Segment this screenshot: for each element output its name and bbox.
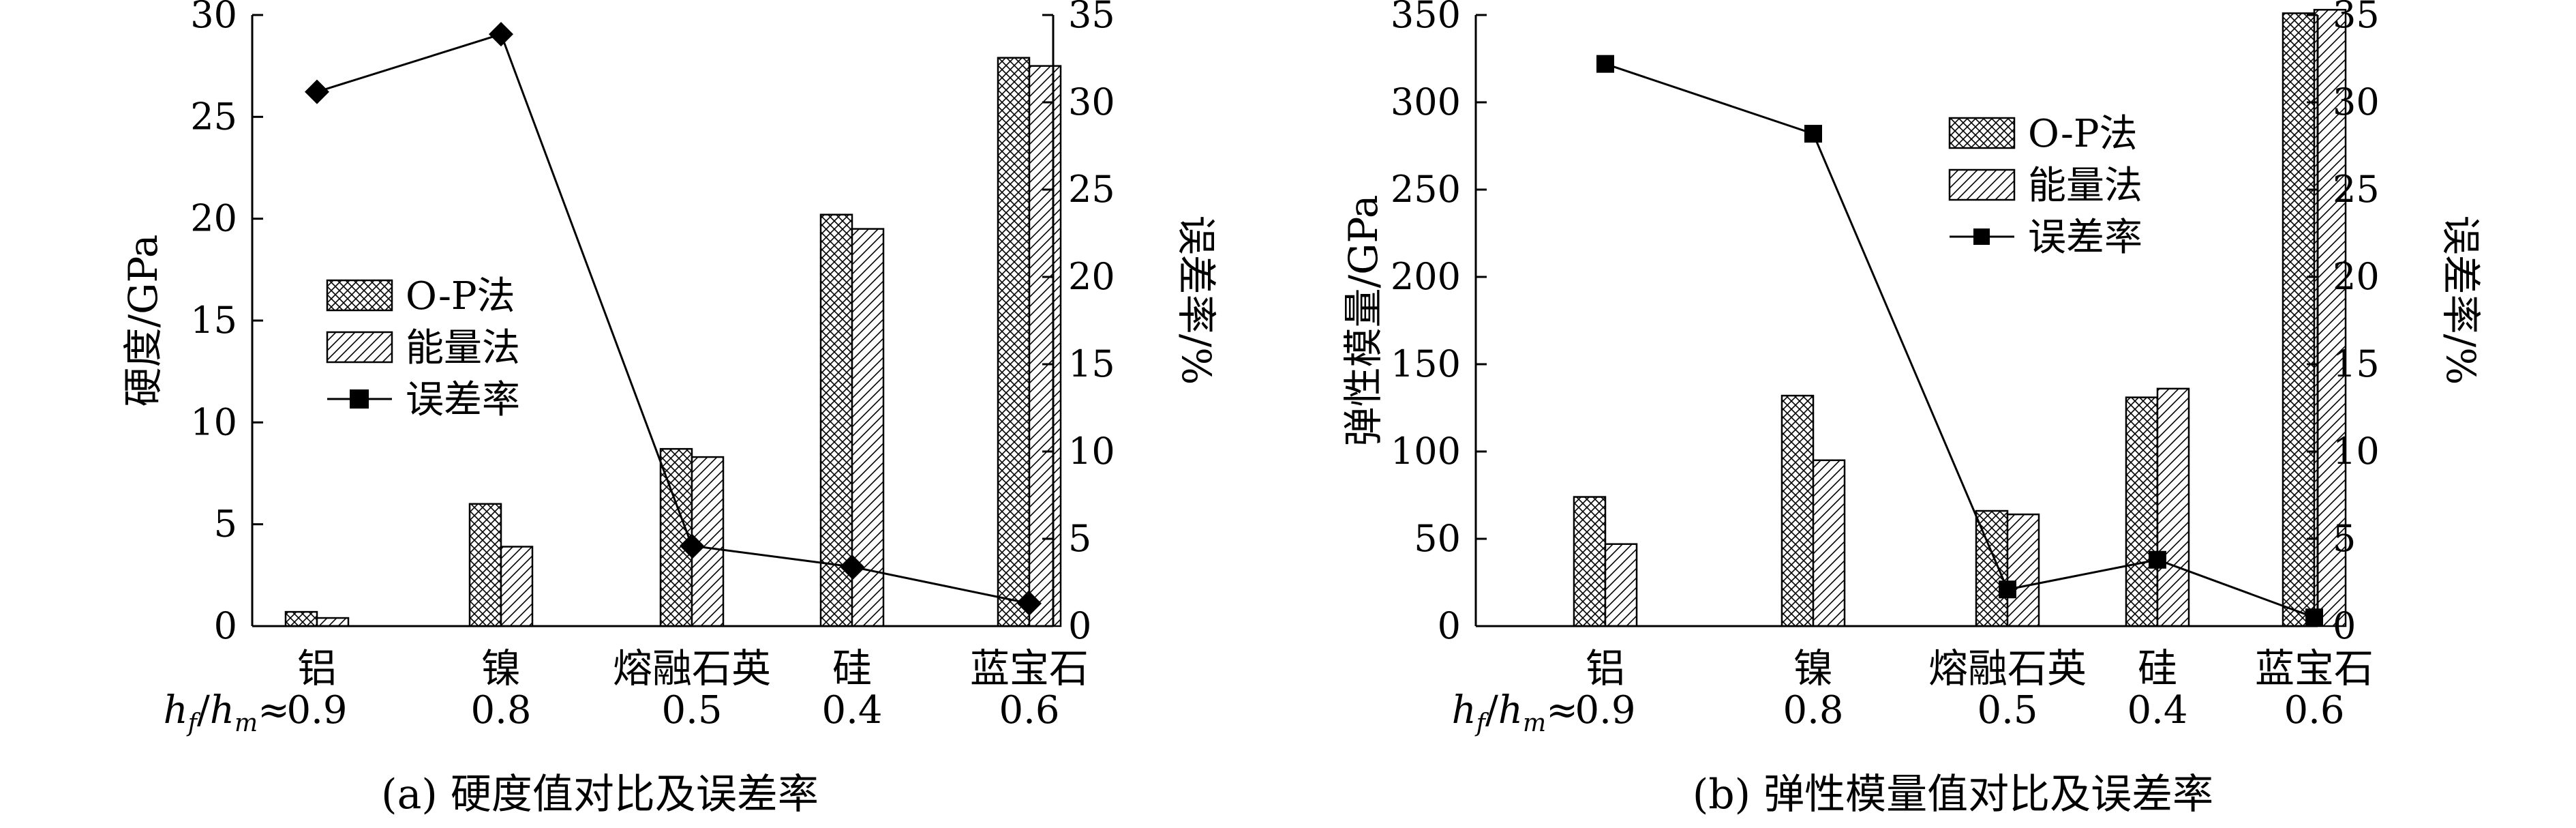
y-tick-label: 25 (190, 95, 237, 138)
y-axis-label: 弹性模量/GPa (1340, 195, 1387, 447)
y-tick-label: 300 (1391, 80, 1461, 123)
y2-tick-label: 15 (2333, 342, 2380, 385)
category-label: 镍 (481, 645, 521, 692)
bar-energy-1 (1813, 460, 1845, 626)
y2-tick-label: 20 (1068, 255, 1115, 298)
legend-marker (1973, 228, 1990, 245)
y2-tick-label: 35 (1068, 0, 1115, 36)
legend-label-2: 误差率 (2028, 216, 2142, 260)
y2-tick-label: 30 (1068, 80, 1115, 123)
ratio-value: 0.8 (470, 688, 531, 733)
y2-tick-label: 0 (2333, 604, 2356, 647)
y2-tick-label: 5 (1068, 517, 1091, 560)
y2-axis-label: 误差率/% (2438, 216, 2484, 385)
ratio-value: 0.5 (1977, 688, 2037, 733)
ratio-value: 0.4 (821, 688, 882, 733)
modulus-chart: 0 50 100 150 200 250 300 350 0 5 10 15 20 25 30 35 弹性模量/… (1340, 0, 2484, 737)
y-tick-label: 250 (1391, 168, 1461, 211)
category-label: 蓝宝石 (970, 645, 1089, 692)
y-tick-label: 30 (190, 0, 237, 36)
legend-label-1: 能量法 (406, 326, 520, 370)
y-axis-label: 硬度/GPa (120, 235, 166, 407)
category-label: 铝 (1586, 645, 1625, 692)
y-tick-label: 50 (1414, 517, 1461, 560)
y2-tick-label: 10 (1068, 430, 1115, 473)
error-rate-point-3 (2149, 551, 2166, 569)
legend-swatch-1 (1950, 170, 2014, 200)
y2-tick-label: 30 (2333, 80, 2380, 123)
category-label: 铝 (297, 645, 337, 692)
bar-op-0 (1574, 497, 1605, 626)
y2-tick-label: 0 (1068, 604, 1091, 647)
bar-op-1 (1782, 396, 1813, 626)
ratio-value: 0.4 (2127, 688, 2187, 733)
y2-tick-label: 5 (2333, 517, 2356, 560)
bar-op-3 (2126, 398, 2157, 626)
error-rate-point-0 (305, 80, 329, 104)
caption-modulus: (b) 弹性模量值对比及误差率 (1693, 771, 2213, 818)
caption-hardness: (a) 硬度值对比及误差率 (381, 771, 819, 818)
legend-marker (350, 389, 369, 409)
bar-energy-1 (501, 547, 532, 626)
legend-swatch-0 (327, 280, 392, 310)
category-label: 硅 (832, 645, 872, 692)
category-label: 硅 (2138, 645, 2177, 692)
ratio-value: 0.6 (999, 688, 1059, 733)
bar-energy-4 (1029, 66, 1061, 626)
y-tick-label: 350 (1391, 0, 1461, 36)
y-tick-label: 5 (214, 503, 237, 546)
ratio-value: 0.8 (1783, 688, 1843, 733)
category-label: 熔融石英 (1928, 645, 2087, 692)
legend-label-0: O-P法 (406, 274, 515, 319)
bar-energy-2 (2007, 514, 2039, 626)
y2-tick-label: 25 (2333, 168, 2380, 211)
legend-label-1: 能量法 (2028, 164, 2142, 208)
ratio-value: 0.9 (286, 688, 347, 733)
y-tick-label: 0 (214, 604, 237, 647)
category-label: 蓝宝石 (2255, 645, 2374, 692)
y-tick-label: 0 (1438, 604, 1461, 647)
y2-tick-label: 10 (2333, 430, 2380, 473)
ratio-value: 0.6 (2284, 688, 2344, 733)
ratio-label: hf/hm≈ (1452, 688, 1578, 737)
legend-label-0: O-P法 (2028, 112, 2138, 156)
bar-energy-0 (317, 618, 348, 626)
error-rate-point-4 (2305, 608, 2323, 626)
y2-tick-label: 20 (2333, 255, 2380, 298)
error-rate-point-0 (1596, 55, 1614, 73)
legend-label-2: 误差率 (406, 378, 520, 422)
y-tick-label: 15 (190, 299, 237, 342)
ratio-value: 0.9 (1575, 688, 1635, 733)
ratio-value: 0.5 (661, 688, 722, 733)
legend-swatch-1 (327, 332, 392, 362)
error-rate-point-1 (489, 22, 513, 46)
y-tick-label: 20 (190, 197, 237, 240)
category-label: 镍 (1793, 645, 1833, 692)
error-rate-point-2 (1999, 580, 2016, 598)
bar-op-1 (470, 504, 501, 626)
error-rate-point-1 (1804, 125, 1822, 143)
y2-tick-label: 35 (2333, 0, 2380, 36)
y-tick-label: 100 (1391, 430, 1461, 473)
bar-energy-3 (2157, 389, 2189, 626)
bar-op-4 (998, 58, 1029, 626)
y-tick-label: 200 (1391, 255, 1461, 298)
category-label: 熔融石英 (613, 645, 771, 692)
y-tick-label: 150 (1391, 342, 1461, 385)
legend-swatch-0 (1950, 118, 2014, 148)
bar-op-4 (2283, 13, 2314, 626)
y-tick-label: 10 (190, 400, 237, 443)
y2-tick-label: 15 (1068, 342, 1115, 385)
ratio-label: hf/hm≈ (164, 688, 290, 737)
y2-axis-label: 误差率/% (1173, 216, 1219, 385)
y2-tick-label: 25 (1068, 168, 1115, 211)
bar-op-0 (286, 612, 317, 626)
bar-energy-0 (1605, 544, 1637, 626)
